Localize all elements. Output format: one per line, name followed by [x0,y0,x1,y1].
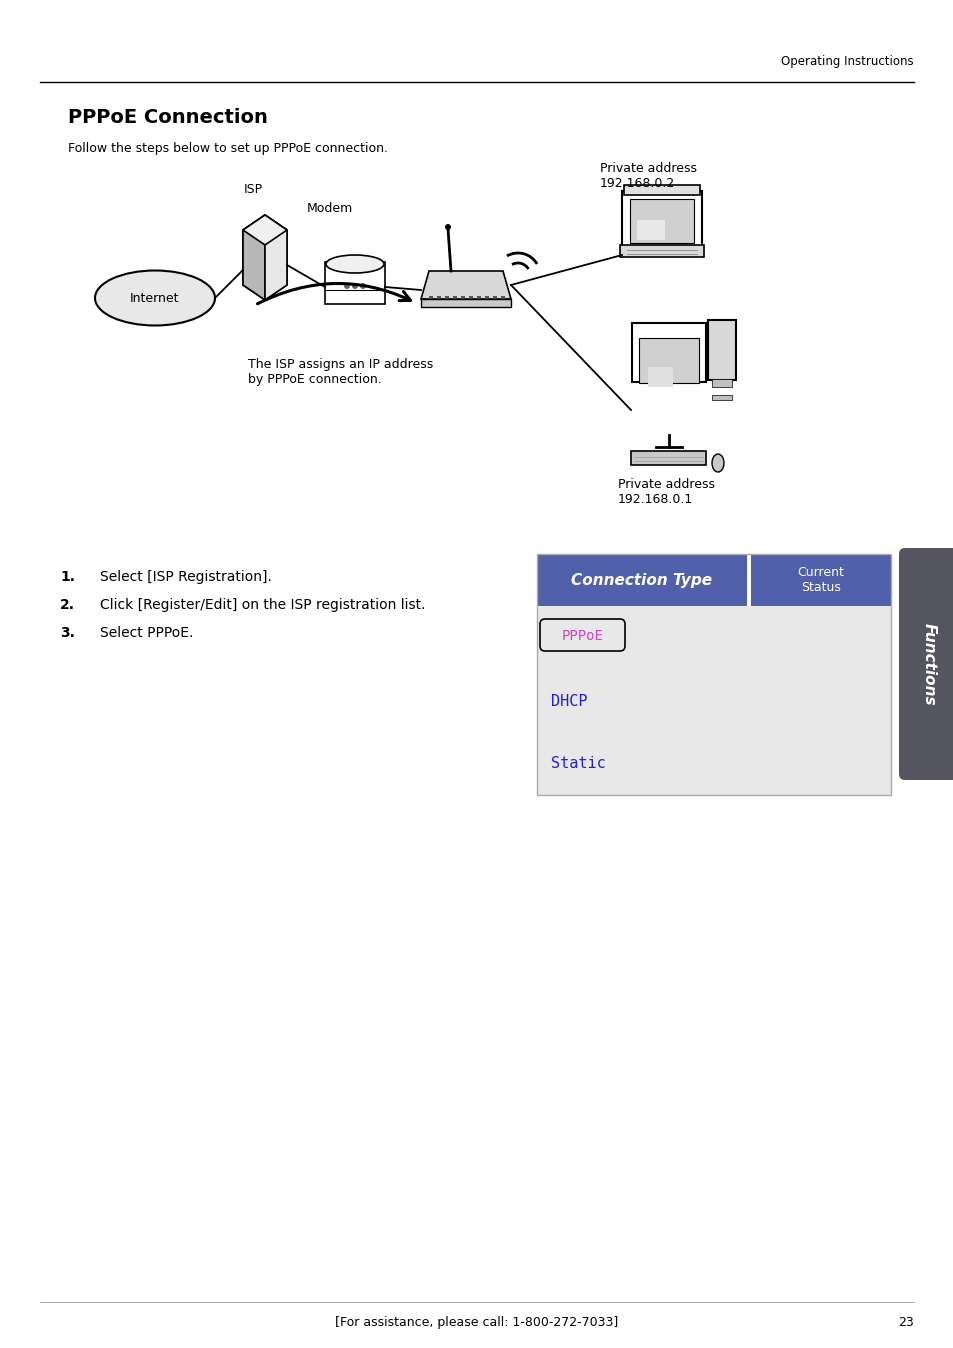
Polygon shape [420,271,511,299]
Polygon shape [243,214,287,245]
Circle shape [352,283,357,288]
Text: 3.: 3. [60,625,75,640]
Text: ISP: ISP [244,183,263,195]
FancyBboxPatch shape [484,297,489,301]
FancyBboxPatch shape [476,297,480,301]
Text: Modem: Modem [307,202,353,214]
FancyBboxPatch shape [898,549,953,780]
FancyBboxPatch shape [629,200,693,243]
FancyBboxPatch shape [429,297,433,301]
FancyBboxPatch shape [420,299,511,307]
Text: 1.: 1. [60,570,75,584]
Ellipse shape [95,271,214,325]
Text: 2.: 2. [60,599,75,612]
FancyBboxPatch shape [493,297,497,301]
Text: Current
Status: Current Status [797,566,843,594]
FancyBboxPatch shape [630,452,705,465]
FancyBboxPatch shape [750,554,890,607]
FancyBboxPatch shape [647,367,672,387]
FancyBboxPatch shape [537,554,746,607]
FancyBboxPatch shape [711,379,731,387]
Ellipse shape [326,255,384,274]
Ellipse shape [711,454,723,472]
Text: Static: Static [551,756,605,771]
FancyBboxPatch shape [436,297,440,301]
Text: Select PPPoE.: Select PPPoE. [100,625,193,640]
Text: Follow the steps below to set up PPPoE connection.: Follow the steps below to set up PPPoE c… [68,142,388,155]
Text: Functions: Functions [921,623,936,705]
Text: Connection Type: Connection Type [571,573,712,588]
FancyBboxPatch shape [639,338,699,383]
FancyBboxPatch shape [621,191,701,247]
Text: [For assistance, please call: 1-800-272-7033]: [For assistance, please call: 1-800-272-… [335,1316,618,1329]
FancyBboxPatch shape [631,324,705,381]
Circle shape [444,224,451,231]
FancyBboxPatch shape [619,245,703,257]
FancyBboxPatch shape [444,297,449,301]
Text: Internet: Internet [131,291,179,305]
FancyBboxPatch shape [325,262,385,305]
Text: Private address
192.168.0.1: Private address 192.168.0.1 [618,479,714,506]
Polygon shape [243,214,265,301]
FancyBboxPatch shape [500,297,504,301]
Circle shape [344,283,350,288]
FancyBboxPatch shape [623,185,700,195]
Text: 23: 23 [898,1316,913,1329]
FancyBboxPatch shape [469,297,473,301]
FancyBboxPatch shape [537,607,890,795]
Text: Operating Instructions: Operating Instructions [781,55,913,67]
Polygon shape [265,214,287,301]
Text: Click [Register/Edit] on the ISP registration list.: Click [Register/Edit] on the ISP registr… [100,599,425,612]
Text: PPPoE: PPPoE [561,630,603,643]
FancyBboxPatch shape [707,319,735,380]
Text: PPPoE Connection: PPPoE Connection [68,108,268,127]
Polygon shape [243,214,287,301]
Circle shape [359,283,366,288]
FancyBboxPatch shape [453,297,456,301]
FancyBboxPatch shape [637,220,664,240]
FancyBboxPatch shape [711,395,731,400]
FancyBboxPatch shape [460,297,464,301]
Text: DHCP: DHCP [551,693,587,709]
Text: Select [ISP Registration].: Select [ISP Registration]. [100,570,272,584]
Text: The ISP assigns an IP address
by PPPoE connection.: The ISP assigns an IP address by PPPoE c… [248,359,433,386]
Text: Private address
192.168.0.2: Private address 192.168.0.2 [599,162,697,190]
